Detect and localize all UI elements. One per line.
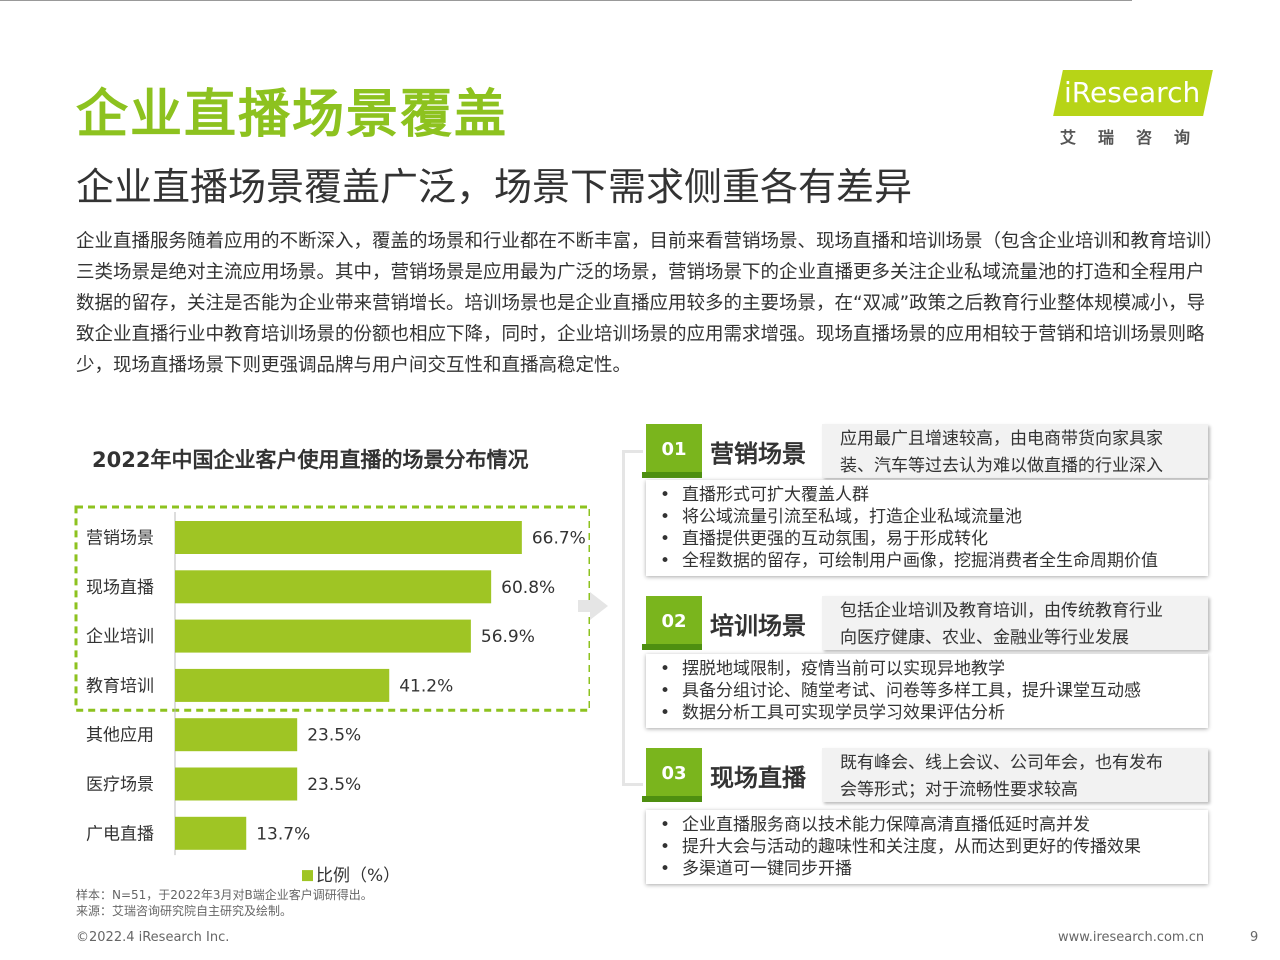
badge-shadow — [642, 796, 702, 802]
bullet-item: 直播形式可扩大覆盖人群 — [646, 484, 1208, 506]
card-description-line: 应用最广且增速较高，由电商带货向家具家 — [840, 429, 1163, 449]
card-number: 02 — [646, 596, 702, 648]
card-description: 包括企业培训及教育培训，由传统教育行业 向医疗健康、农业、金融业等行业发展 — [822, 596, 1208, 650]
card-description-line: 装、汽车等过去认为难以做直播的行业深入 — [840, 456, 1163, 476]
connector-bracket — [622, 450, 643, 786]
page-title: 企业直播场景覆盖 — [76, 85, 509, 145]
bullet-item: 摆脱地域限制，疫情当前可以实现异地教学 — [646, 658, 1208, 680]
copyright: ©2022.4 iResearch Inc. — [76, 930, 230, 945]
category-label: 现场直播 — [86, 578, 154, 598]
bullet-item: 全程数据的留存，可绘制用户画像，挖掘消费者全生命周期价值 — [646, 550, 1208, 572]
page-number: 9 — [1250, 930, 1259, 945]
arrow-right-icon — [590, 592, 608, 620]
bar — [175, 619, 471, 653]
bullet-item: 提升大会与活动的趣味性和关注度，从而达到更好的传播效果 — [646, 836, 1208, 858]
card-bullet-list: 摆脱地域限制，疫情当前可以实现异地教学 具备分组讨论、随堂考试、问卷等多样工具，… — [646, 654, 1208, 728]
card-description: 应用最广且增速较高，由电商带货向家具家 装、汽车等过去认为难以做直播的行业深入 — [822, 424, 1208, 478]
card-number: 03 — [646, 748, 702, 800]
category-label: 广电直播 — [86, 824, 154, 844]
bar — [175, 521, 522, 554]
bullet-item: 具备分组讨论、随堂考试、问卷等多样工具，提升课堂互动感 — [646, 680, 1208, 702]
card-title: 现场直播 — [710, 764, 806, 792]
card-description-line: 向医疗健康、农业、金融业等行业发展 — [840, 628, 1129, 648]
legend-label: 比例（%） — [316, 866, 400, 886]
bullet-item: 将公域流量引流至私域，打造企业私域流量池 — [646, 506, 1208, 528]
arrow-shaft — [578, 600, 592, 612]
bullet-item: 直播提供更强的互动氛围，易于形成转化 — [646, 528, 1208, 550]
bullet-item: 数据分析工具可实现学员学习效果评估分析 — [646, 702, 1208, 724]
card-bullet-list: 直播形式可扩大覆盖人群 将公域流量引流至私域，打造企业私域流量池 直播提供更强的… — [646, 480, 1208, 576]
card-title: 营销场景 — [710, 440, 806, 468]
bullet-item: 多渠道可一键同步开播 — [646, 858, 1208, 880]
page-subtitle: 企业直播场景覆盖广泛，场景下需求侧重各有差异 — [76, 165, 913, 209]
logo: iResearch — [1064, 76, 1201, 109]
category-label: 其他应用 — [86, 726, 154, 746]
card-description-line: 会等形式；对于流畅性要求较高 — [840, 780, 1078, 800]
bar — [175, 816, 247, 850]
badge-shadow — [642, 472, 702, 478]
data-label: 23.5% — [307, 775, 361, 795]
bar — [175, 767, 298, 801]
chart-title: 2022年中国企业客户使用直播的场景分布情况 — [92, 448, 529, 472]
bullet-item: 企业直播服务商以技术能力保障高清直播低延时高并发 — [646, 814, 1208, 836]
card-description-line: 包括企业培训及教育培训，由传统教育行业 — [840, 601, 1163, 621]
bar — [175, 668, 390, 702]
bar-chart: 营销场景 66.7% 现场直播 60.8% 企业培训 56.9% 教育培训 41.2% 其他应用… — [74, 505, 590, 886]
data-label: 13.7% — [256, 824, 310, 844]
sample-note: 样本：N=51，于2022年3月对B端企业客户调研得出。 — [76, 888, 373, 902]
card-description-line: 既有峰会、线上会议、公司年会，也有发布 — [840, 753, 1163, 773]
intro-paragraph: 企业直播服务随着应用的不断深入，覆盖的场景和行业都在不断丰富，目前来看营销场景、… — [76, 231, 1214, 376]
data-label: 60.8% — [501, 578, 555, 598]
data-label: 56.9% — [481, 627, 535, 647]
category-label: 企业培训 — [86, 627, 154, 647]
category-label: 医疗场景 — [86, 775, 154, 795]
footer-divider — [0, 0, 1132, 1]
legend-swatch — [302, 870, 313, 882]
card-description: 既有峰会、线上会议、公司年会，也有发布 会等形式；对于流畅性要求较高 — [822, 748, 1208, 802]
card-title: 培训场景 — [710, 612, 806, 640]
category-label: 教育培训 — [86, 676, 154, 696]
card-bullet-list: 企业直播服务商以技术能力保障高清直播低延时高并发 提升大会与活动的趣味性和关注度… — [646, 810, 1208, 884]
bar — [175, 570, 492, 604]
data-label: 41.2% — [399, 676, 453, 696]
data-label: 23.5% — [307, 726, 361, 746]
logo-subtitle: 艾瑞咨询 — [1060, 128, 1213, 147]
card-number: 01 — [646, 424, 702, 476]
data-label: 66.7% — [532, 529, 586, 549]
footer-url[interactable]: www.iresearch.com.cn — [1058, 930, 1205, 945]
source-note: 来源：艾瑞咨询研究院自主研究及绘制。 — [76, 904, 293, 918]
bar — [175, 718, 298, 752]
badge-shadow — [642, 644, 702, 650]
category-label: 营销场景 — [86, 529, 154, 549]
highlight-box — [74, 505, 590, 712]
